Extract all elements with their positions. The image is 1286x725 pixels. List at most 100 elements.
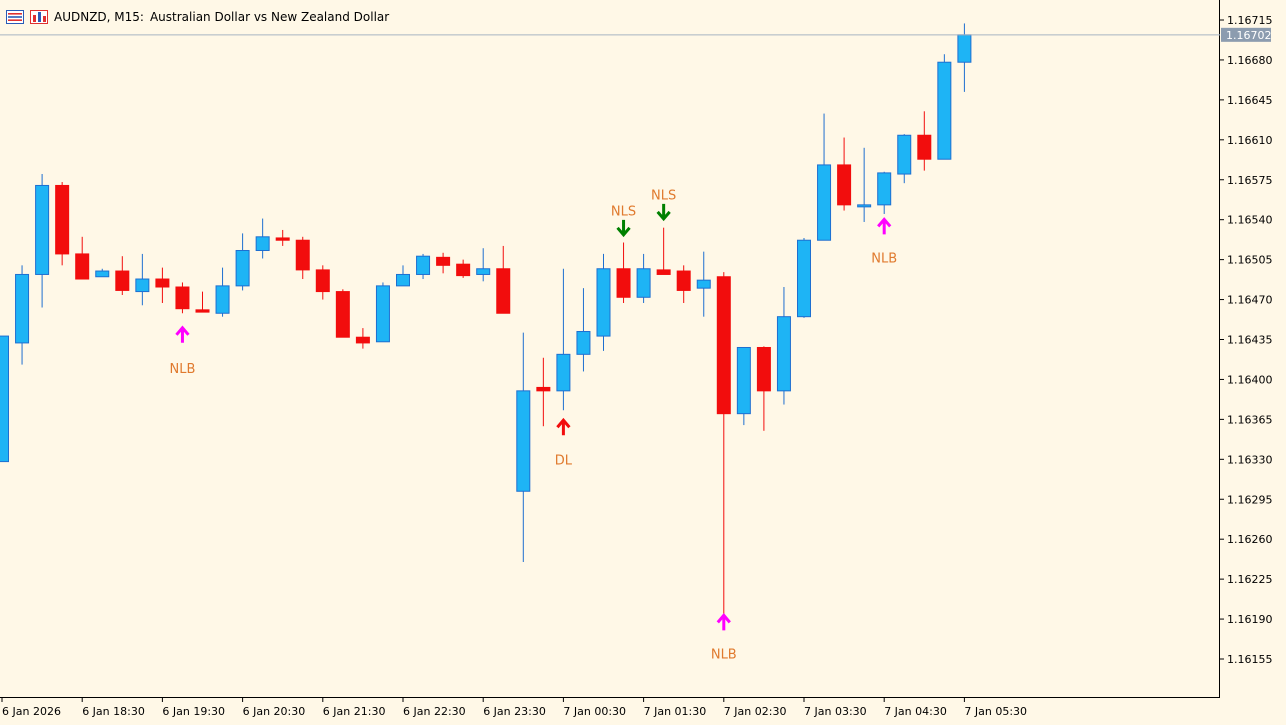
candle-body <box>877 172 892 206</box>
candle[interactable] <box>636 253 651 303</box>
candle-body <box>656 269 671 275</box>
candle[interactable] <box>476 248 491 282</box>
candle-body <box>375 285 390 343</box>
candle[interactable] <box>436 252 451 274</box>
candle[interactable] <box>837 137 852 211</box>
candle[interactable] <box>616 242 631 303</box>
time-tick-label: 6 Jan 19:30 <box>162 705 225 718</box>
candle-body <box>736 346 751 415</box>
candle[interactable] <box>576 288 591 372</box>
candle[interactable] <box>235 233 250 291</box>
time-tick-label: 7 Jan 03:30 <box>804 705 867 718</box>
price-tick-label: 1.16610 <box>1227 134 1273 147</box>
candle[interactable] <box>355 328 370 349</box>
price-tick-label: 1.16540 <box>1227 214 1273 227</box>
candle[interactable] <box>556 268 571 411</box>
candle-body <box>235 249 250 287</box>
candle[interactable] <box>877 171 892 214</box>
candle[interactable] <box>0 335 9 463</box>
candle[interactable] <box>817 113 832 241</box>
chart-title-bar: AUDNZD, M15: Australian Dollar vs New Ze… <box>6 7 389 27</box>
candle-body <box>215 285 230 314</box>
candle-body <box>636 268 651 298</box>
time-tick-label: 6 Jan 18:30 <box>82 705 145 718</box>
candle[interactable] <box>776 287 791 405</box>
candle[interactable] <box>115 256 130 295</box>
candle[interactable] <box>496 245 511 314</box>
candle-body <box>536 386 551 392</box>
candle[interactable] <box>95 268 110 278</box>
candle-body <box>195 309 210 313</box>
candle-body <box>396 273 410 287</box>
candle[interactable] <box>315 265 330 300</box>
candle[interactable] <box>676 265 691 303</box>
time-tick-label: 6 Jan 22:30 <box>403 705 466 718</box>
signal-arrow-down <box>616 219 631 238</box>
price-tick-label: 1.16330 <box>1227 453 1273 466</box>
candle-body <box>476 268 491 275</box>
candle[interactable] <box>55 182 70 266</box>
chart-bars-icon[interactable] <box>30 10 48 24</box>
candle[interactable] <box>135 253 150 306</box>
signal-label: DL <box>555 453 573 468</box>
candle[interactable] <box>75 236 90 280</box>
candle-body <box>155 278 170 288</box>
candle[interactable] <box>275 229 290 246</box>
candle[interactable] <box>35 174 50 308</box>
time-tick-label: 6 Jan 23:30 <box>483 705 546 718</box>
candle[interactable] <box>375 282 390 343</box>
chart-list-icon[interactable] <box>6 10 24 24</box>
candle[interactable] <box>335 289 350 338</box>
candle[interactable] <box>195 291 210 313</box>
candle[interactable] <box>716 272 731 617</box>
candle[interactable] <box>456 259 471 278</box>
price-tick-label: 1.16680 <box>1227 54 1273 67</box>
candle-body <box>35 184 50 275</box>
candle-body <box>776 316 791 392</box>
candle[interactable] <box>175 282 190 314</box>
candle[interactable] <box>295 236 310 280</box>
candle-body <box>335 291 350 338</box>
price-tick-label: 1.16190 <box>1227 613 1273 626</box>
candle[interactable] <box>736 346 751 426</box>
candle[interactable] <box>215 267 230 317</box>
signal-label: NLB <box>711 647 737 662</box>
candle[interactable] <box>756 346 771 431</box>
price-tick-label: 1.16225 <box>1227 573 1273 586</box>
candle[interactable] <box>656 227 671 275</box>
price-tick-label: 1.16260 <box>1227 533 1273 546</box>
candle[interactable] <box>416 253 431 280</box>
candle[interactable] <box>155 267 170 303</box>
candle-body <box>616 268 631 298</box>
candle-body <box>576 331 591 355</box>
signal-arrow-up <box>175 325 190 343</box>
candle[interactable] <box>937 54 952 160</box>
time-tick-label: 6 Jan 20:30 <box>243 705 306 718</box>
candle[interactable] <box>917 111 932 171</box>
candle-body <box>957 34 972 63</box>
candle[interactable] <box>255 218 270 259</box>
candle[interactable] <box>897 134 912 184</box>
candle[interactable] <box>516 332 531 563</box>
candle[interactable] <box>857 147 872 222</box>
candle[interactable] <box>696 251 711 317</box>
candle[interactable] <box>15 265 30 365</box>
candle-body <box>756 346 771 392</box>
candle-body <box>837 164 852 206</box>
candle[interactable] <box>797 237 811 318</box>
price-tick-label: 1.16295 <box>1227 493 1273 506</box>
candle[interactable] <box>957 23 972 92</box>
candle[interactable] <box>396 265 410 287</box>
candle[interactable] <box>536 357 551 427</box>
candle-body <box>416 255 431 275</box>
signal-label: NLS <box>611 205 636 220</box>
current-price-label: 1.16702 <box>1226 29 1272 42</box>
candle[interactable] <box>596 253 611 351</box>
signal-arrow-up <box>556 417 571 436</box>
time-tick-label: 6 Jan 21:30 <box>323 705 386 718</box>
candle-body <box>0 335 9 463</box>
time-tick-label: 6 Jan 2026 <box>2 705 61 718</box>
candle-body <box>797 239 811 318</box>
